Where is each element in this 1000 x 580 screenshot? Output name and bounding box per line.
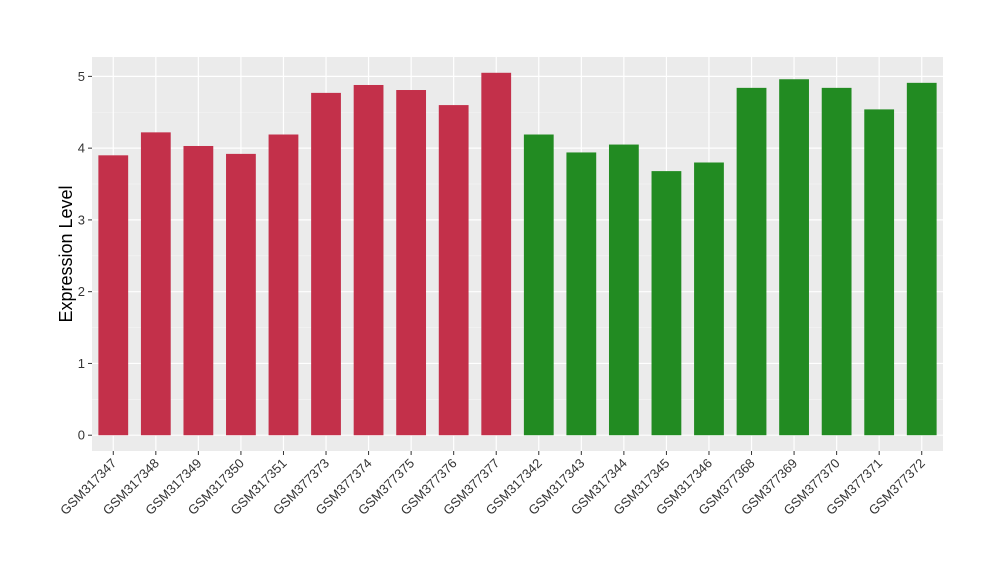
bar-GSM377369 [779, 79, 809, 436]
y-tick-label: 0 [78, 428, 85, 443]
bar-GSM317345 [651, 171, 682, 436]
bar-GSM377377 [481, 72, 512, 436]
y-tick-label: 1 [78, 356, 85, 371]
bar-GSM317349 [183, 145, 214, 436]
y-axis-title: Expression Level [56, 185, 76, 322]
bars [98, 72, 937, 436]
bar-GSM317347 [98, 155, 129, 436]
bar-GSM317342 [523, 134, 554, 436]
bar-GSM377373 [311, 92, 341, 436]
y-tick-label: 5 [78, 69, 85, 84]
bar-GSM317343 [566, 152, 597, 436]
y-tick-label: 3 [78, 212, 85, 227]
bar-GSM317351 [268, 134, 299, 436]
bar-GSM317350 [226, 153, 256, 436]
bar-GSM377370 [821, 87, 852, 436]
plot-panel [92, 57, 943, 451]
bar-GSM377376 [438, 105, 469, 436]
bar-GSM377375 [396, 90, 427, 436]
bar-GSM377371 [864, 109, 895, 436]
bar-GSM317348 [140, 132, 171, 436]
y-axis: 0 1 2 3 4 5 [78, 69, 92, 443]
bar-GSM377368 [736, 87, 767, 436]
bar-GSM377372 [906, 82, 937, 436]
bar-GSM377374 [353, 84, 384, 436]
bar-GSM317346 [694, 162, 724, 436]
y-tick-label: 4 [78, 141, 85, 156]
bar-GSM317344 [608, 144, 639, 436]
y-tick-label: 2 [78, 284, 85, 299]
